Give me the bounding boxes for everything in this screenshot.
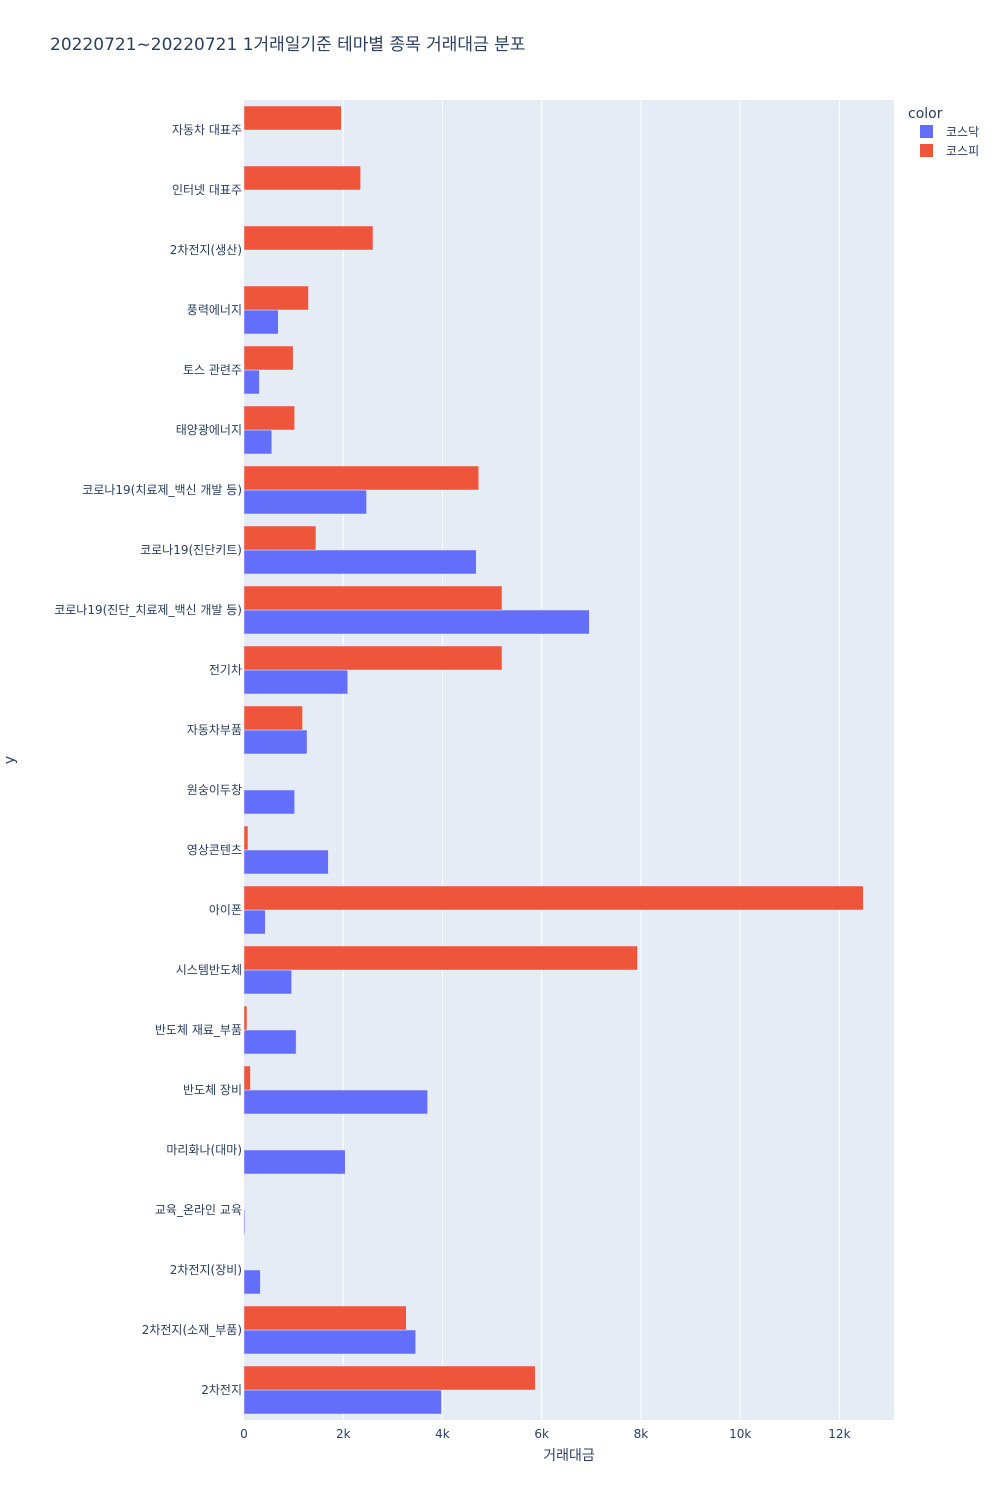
bar-kospi[interactable] [243, 825, 249, 851]
y-tick-label: 교육_온라인 교육 [155, 1203, 242, 1217]
bar-kosdaq[interactable] [243, 549, 477, 575]
bar-kosdaq[interactable] [243, 309, 279, 335]
bar-kospi[interactable] [243, 525, 317, 551]
legend-title: color [908, 106, 943, 122]
bar-kospi[interactable] [243, 585, 503, 611]
legend-swatch-kospi [920, 144, 933, 157]
bar-kosdaq[interactable] [243, 729, 308, 755]
bar-kospi[interactable] [243, 285, 309, 311]
legend-swatch-kosdaq [920, 125, 933, 138]
legend-label-kospi: 코스피 [946, 144, 979, 158]
bar-kosdaq[interactable] [243, 969, 292, 995]
y-tick-label: 풍력에너지 [187, 303, 242, 317]
y-tick-label: 원숭이두창 [187, 783, 242, 797]
legend: color 코스닥 코스피 [908, 106, 979, 158]
legend-item-kospi[interactable]: 코스피 [920, 144, 979, 158]
bar-kosdaq[interactable] [243, 1389, 442, 1415]
bar-kospi[interactable] [243, 345, 294, 371]
y-tick-label: 반도체 재료_부품 [155, 1023, 242, 1037]
bar-kospi[interactable] [243, 1305, 407, 1331]
gridlines [342, 100, 840, 1420]
bar-kospi[interactable] [243, 1005, 248, 1031]
bar-kospi[interactable] [243, 705, 303, 731]
x-tick-label: 2k [336, 1427, 351, 1441]
bar-kosdaq[interactable] [243, 1209, 246, 1235]
x-tick-label: 0 [240, 1427, 248, 1441]
y-tick-label: 아이폰 [209, 903, 242, 917]
plot-background [244, 100, 894, 1420]
bar-kosdaq[interactable] [243, 909, 266, 935]
y-tick-label: 코로나19(치료제_백신 개발 등) [82, 483, 242, 497]
y-tick-labels: 2차전지 2차전지(소재_부품) 2차전지(장비) 교육_온라인 교육 마리화나(대마)… [54, 123, 242, 1397]
bar-kospi[interactable] [243, 225, 374, 251]
bar-kosdaq[interactable] [243, 1149, 346, 1175]
legend-label-kosdaq: 코스닥 [946, 125, 979, 139]
y-tick-label: 2차전지(소재_부품) [142, 1323, 242, 1337]
y-tick-label: 시스템반도체 [176, 963, 242, 977]
y-tick-label: 자동차부품 [187, 723, 242, 737]
y-tick-label: 마리화나(대마) [166, 1143, 242, 1157]
bar-kosdaq[interactable] [243, 429, 273, 455]
y-tick-label: 영상콘텐츠 [187, 843, 242, 857]
x-tick-label: 10k [729, 1427, 751, 1441]
bar-kospi[interactable] [243, 1065, 251, 1091]
y-tick-label: 전기차 [209, 663, 242, 677]
bar-kospi[interactable] [243, 945, 638, 971]
x-tick-label: 4k [435, 1427, 450, 1441]
y-tick-label: 2차전지(생산) [170, 243, 242, 257]
bar-kosdaq[interactable] [243, 1269, 261, 1295]
bar-kospi[interactable] [243, 165, 361, 191]
y-tick-label: 자동차 대표주 [172, 123, 242, 137]
bar-kosdaq[interactable] [243, 1089, 428, 1115]
y-tick-label: 코로나19(진단_치료제_백신 개발 등) [54, 603, 242, 617]
y-tick-label: 태양광에너지 [176, 423, 242, 437]
bar-kospi[interactable] [243, 1365, 536, 1391]
chart-title: 20220721~20220721 1거래일기준 테마별 종목 거래대금 분포 [50, 35, 525, 55]
y-axis-title: y [2, 756, 18, 764]
bars [243, 105, 864, 1415]
x-tick-label: 8k [634, 1427, 649, 1441]
bar-kospi[interactable] [243, 465, 479, 491]
bar-kosdaq[interactable] [243, 789, 295, 815]
x-tick-label: 6k [534, 1427, 549, 1441]
x-tick-labels: 0 2k 4k 6k 8k 10k 12k [240, 1427, 850, 1441]
bar-kospi[interactable] [243, 885, 864, 911]
bar-kosdaq[interactable] [243, 849, 329, 875]
bar-kospi[interactable] [243, 105, 342, 131]
y-tick-label: 2차전지 [201, 1383, 242, 1397]
y-tick-label: 반도체 장비 [183, 1083, 242, 1097]
bar-kosdaq[interactable] [243, 1329, 416, 1355]
bar-kosdaq[interactable] [243, 609, 590, 635]
legend-item-kosdaq[interactable]: 코스닥 [920, 125, 979, 139]
y-tick-label: 인터넷 대표주 [172, 183, 242, 197]
bar-kospi[interactable] [243, 405, 295, 431]
x-axis-title: 거래대금 [543, 1448, 595, 1464]
bar-kosdaq[interactable] [243, 669, 348, 695]
bar-kosdaq[interactable] [243, 1029, 297, 1055]
x-tick-label: 12k [828, 1427, 850, 1441]
bar-kosdaq[interactable] [243, 489, 367, 515]
bar-kospi[interactable] [243, 645, 503, 671]
bar-kosdaq[interactable] [243, 369, 260, 395]
y-tick-label: 토스 관련주 [183, 363, 242, 377]
y-tick-label: 코로나19(진단키트) [140, 543, 242, 557]
y-tick-label: 2차전지(장비) [170, 1263, 242, 1277]
